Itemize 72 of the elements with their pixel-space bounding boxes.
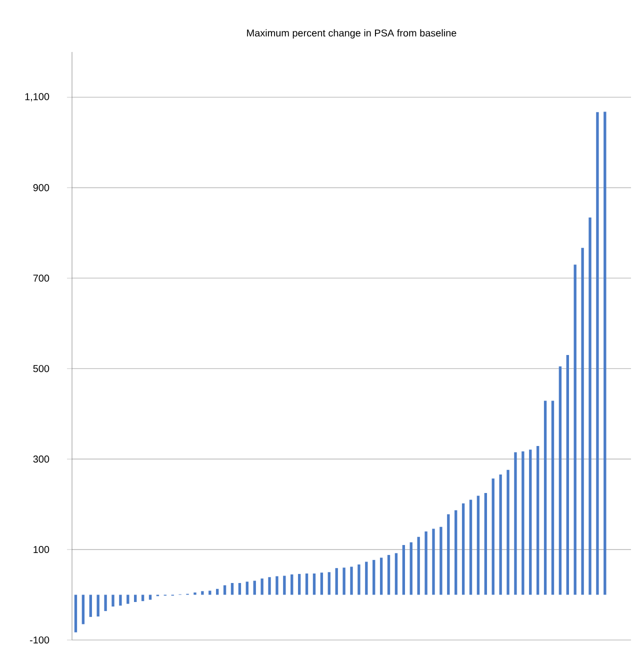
bar — [82, 594, 85, 624]
bar — [410, 542, 412, 595]
bar — [230, 583, 234, 595]
bar — [604, 112, 606, 595]
bar — [440, 526, 442, 595]
y-tick-label: 300 — [33, 456, 50, 463]
y-tick-label: 900 — [33, 184, 50, 192]
bar — [126, 594, 130, 604]
bar — [238, 583, 242, 595]
bar — [544, 400, 547, 595]
bar — [372, 560, 376, 595]
bar — [312, 574, 316, 595]
y-tick-label: 100 — [34, 546, 50, 554]
bar — [201, 591, 204, 595]
bar — [454, 510, 458, 595]
bar — [276, 576, 278, 595]
bar — [558, 366, 562, 595]
bar — [223, 585, 226, 595]
bar — [358, 564, 360, 595]
bar — [89, 594, 92, 617]
bar — [320, 572, 324, 595]
y-tick-label: -100 — [30, 636, 50, 644]
bar — [417, 536, 420, 595]
bar — [506, 470, 510, 595]
bar — [335, 568, 338, 595]
bar — [112, 594, 114, 607]
bar — [484, 493, 488, 595]
bar — [380, 558, 383, 595]
bar — [96, 594, 100, 616]
bar — [365, 562, 368, 595]
bar — [492, 478, 494, 595]
bar — [74, 594, 78, 632]
bar — [574, 264, 576, 595]
y-tick-label: 500 — [33, 365, 50, 372]
bar — [447, 514, 450, 595]
y-tick-label: 700 — [33, 274, 50, 282]
bar — [298, 574, 301, 595]
bar — [394, 553, 398, 595]
bar — [424, 531, 428, 595]
bar — [342, 568, 346, 595]
bar — [476, 496, 480, 595]
bar — [253, 580, 256, 595]
bar — [246, 582, 248, 595]
bar — [522, 451, 524, 595]
bar — [514, 452, 517, 595]
bar — [588, 218, 592, 595]
bar — [581, 248, 584, 595]
bar — [566, 355, 569, 595]
bar — [469, 500, 472, 595]
bar — [551, 400, 554, 595]
bar — [402, 545, 406, 595]
bar — [268, 577, 271, 595]
bar — [462, 503, 465, 595]
bar — [283, 576, 286, 595]
bar — [119, 594, 122, 606]
bar — [529, 450, 532, 595]
bar — [208, 590, 212, 595]
bar — [536, 446, 540, 595]
bar — [596, 112, 599, 595]
chart-title: Maximum percent change in PSA from baseline — [247, 29, 456, 38]
bar — [328, 572, 330, 595]
bar — [216, 588, 219, 595]
bar — [290, 574, 294, 595]
bar — [350, 566, 353, 595]
y-tick-label: 1,100 — [25, 93, 50, 102]
bar — [499, 474, 502, 595]
bar — [305, 574, 308, 595]
bar — [432, 528, 435, 595]
bar — [104, 594, 107, 612]
bar — [134, 594, 137, 602]
bar — [260, 578, 264, 595]
bar — [387, 554, 390, 595]
